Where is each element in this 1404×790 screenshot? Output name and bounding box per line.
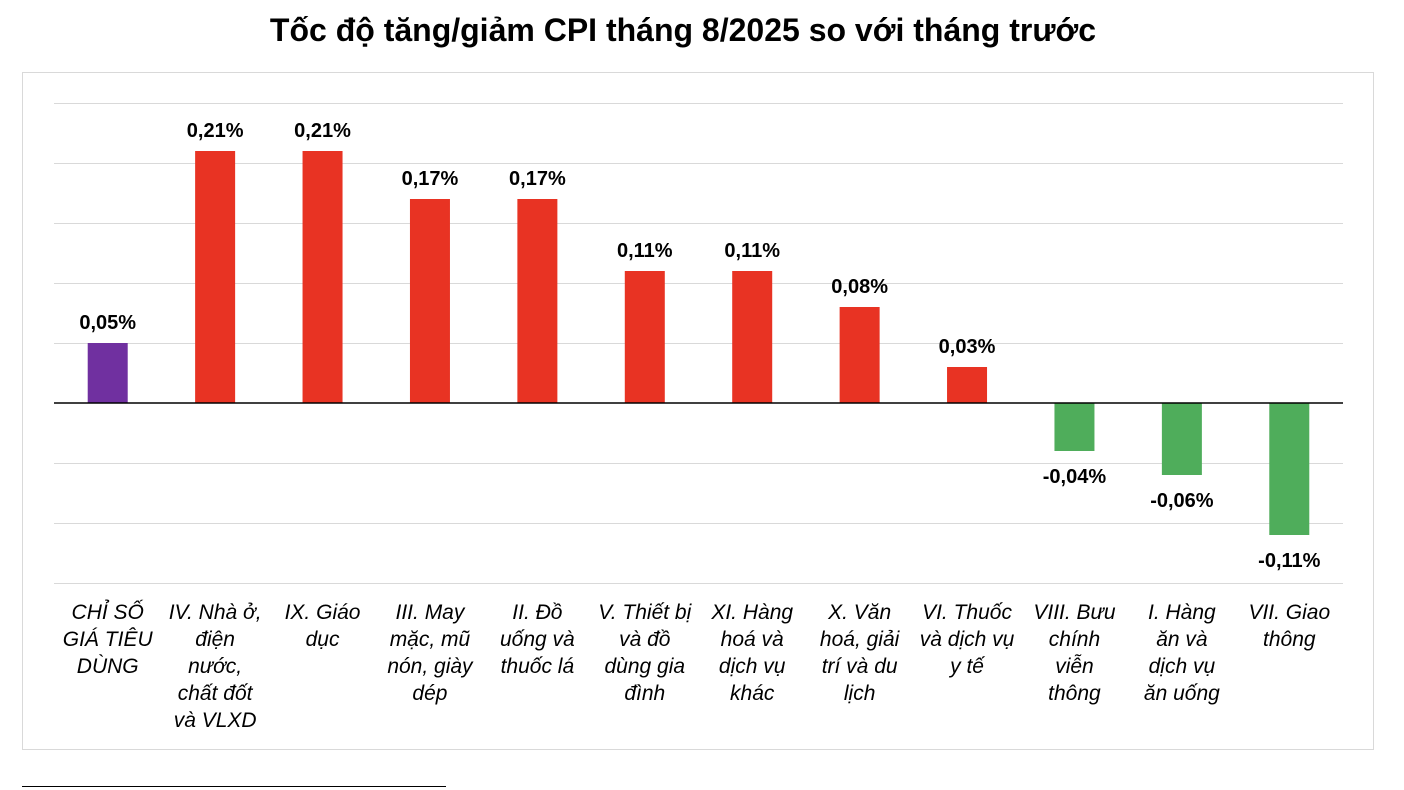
- chart-title: Tốc độ tăng/giảm CPI tháng 8/2025 so với…: [269, 12, 1097, 48]
- category-label: đình: [624, 682, 665, 705]
- category-label: IX. Giáo: [285, 601, 361, 624]
- category-label: trí và du: [822, 655, 898, 678]
- bar: [195, 151, 236, 403]
- category-label: nước,: [188, 655, 242, 678]
- category-label: điện: [195, 628, 235, 651]
- category-label: chính: [1049, 628, 1100, 651]
- data-label: -0,04%: [1043, 466, 1107, 488]
- category-label: dịch vụ: [719, 655, 786, 678]
- chart-frame: [22, 72, 1374, 750]
- bar: [302, 151, 343, 403]
- bar: [409, 199, 450, 403]
- category-label: dục: [306, 628, 340, 651]
- bar: [1269, 403, 1310, 535]
- category-label: thông: [1263, 628, 1316, 651]
- category-label: VIII. Bưu: [1033, 601, 1115, 624]
- category-label: VI. Thuốc: [922, 601, 1012, 624]
- category-label: hoá, giải: [820, 628, 901, 651]
- category-label: IV. Nhà ở,: [169, 601, 262, 624]
- category-label: III. May: [396, 601, 466, 624]
- bar: [839, 307, 880, 403]
- category-label: XI. Hàng: [710, 601, 793, 624]
- category-label: DÙNG: [77, 655, 139, 678]
- category-label: dép: [412, 682, 447, 705]
- data-label: 0,03%: [939, 336, 996, 358]
- bar: [1161, 403, 1202, 475]
- category-label: chất đốt: [178, 682, 254, 705]
- category-label: X. Văn: [827, 601, 891, 624]
- category-label: và VLXD: [174, 709, 257, 732]
- category-label: và đồ: [619, 628, 671, 651]
- bar: [732, 271, 773, 403]
- category-label: lịch: [844, 682, 876, 705]
- bar: [87, 343, 128, 403]
- bar: [1054, 403, 1095, 451]
- category-label: thuốc lá: [501, 655, 575, 678]
- category-label: ăn uống: [1144, 682, 1220, 705]
- category-label: và dịch vụ: [920, 628, 1015, 651]
- category-label: uống và: [500, 628, 575, 651]
- bar: [517, 199, 558, 403]
- data-label: 0,17%: [402, 168, 459, 190]
- category-label: dịch vụ: [1149, 655, 1216, 678]
- category-label: hoá và: [721, 628, 784, 651]
- bar: [947, 367, 988, 403]
- category-label: VII. Giao: [1248, 601, 1330, 624]
- footnote-rule: [22, 786, 446, 787]
- category-label: thông: [1048, 682, 1101, 705]
- data-label: 0,21%: [187, 120, 244, 142]
- category-label: V. Thiết bị: [598, 601, 692, 624]
- category-label: dùng gia: [605, 655, 686, 678]
- data-label: 0,08%: [831, 276, 888, 298]
- category-label: khác: [730, 682, 775, 705]
- category-label: y tế: [948, 655, 985, 678]
- data-label: 0,17%: [509, 168, 566, 190]
- data-label: 0,11%: [724, 240, 780, 262]
- category-label: viễn: [1055, 655, 1094, 678]
- data-label: -0,11%: [1258, 550, 1320, 572]
- category-label: nón, giày: [387, 655, 474, 678]
- data-label: 0,11%: [617, 240, 673, 262]
- bar: [624, 271, 665, 403]
- category-label: II. Đồ: [512, 601, 563, 624]
- data-label: 0,21%: [294, 120, 351, 142]
- data-label: 0,05%: [79, 312, 136, 334]
- category-label: CHỈ SỐ: [72, 600, 144, 624]
- category-label: ăn và: [1156, 628, 1208, 651]
- category-label: GIÁ TIÊU: [63, 628, 154, 651]
- category-label: I. Hàng: [1148, 601, 1216, 624]
- data-label: -0,06%: [1150, 490, 1214, 512]
- category-label: mặc, mũ: [390, 628, 471, 651]
